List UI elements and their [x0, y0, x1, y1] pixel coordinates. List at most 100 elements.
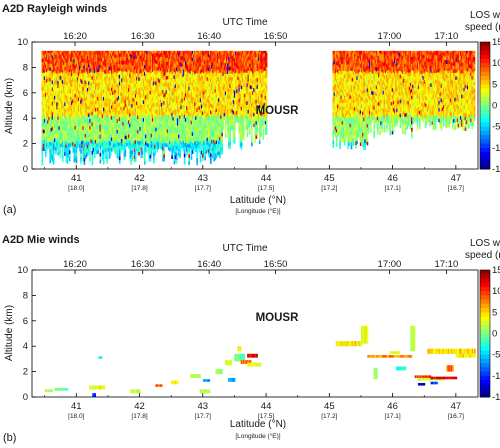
- rayleigh-cell: [199, 105, 202, 110]
- rayleigh-cell: [158, 143, 161, 148]
- rayleigh-cell: [117, 95, 120, 100]
- rayleigh-cell: [102, 82, 105, 87]
- rayleigh-cell: [176, 128, 179, 133]
- rayleigh-cell: [165, 129, 168, 133]
- rayleigh-cell: [221, 111, 224, 116]
- rayleigh-cell: [180, 87, 183, 92]
- rayleigh-cell: [52, 71, 55, 76]
- rayleigh-cell: [122, 107, 124, 112]
- rayleigh-cell: [115, 68, 118, 73]
- rayleigh-cell: [59, 122, 62, 126]
- rayleigh-cell: [228, 131, 230, 136]
- rayleigh-cell: [159, 106, 162, 111]
- rayleigh-cell: [48, 63, 50, 68]
- rayleigh-cell: [65, 55, 68, 60]
- rayleigh-cell: [167, 107, 170, 112]
- rayleigh-cell: [188, 76, 190, 80]
- rayleigh-cell: [131, 61, 134, 66]
- rayleigh-cell: [153, 116, 155, 121]
- rayleigh-cell: [164, 114, 167, 119]
- rayleigh-cell: [133, 155, 136, 160]
- rayleigh-cell: [43, 129, 46, 134]
- rayleigh-cell: [65, 140, 68, 145]
- rayleigh-cell: [204, 92, 206, 97]
- rayleigh-cell: [104, 108, 106, 113]
- rayleigh-cell: [73, 50, 75, 53]
- rayleigh-cell: [92, 94, 95, 99]
- rayleigh-cell: [118, 74, 121, 79]
- rayleigh-cell: [194, 70, 196, 75]
- rayleigh-cell: [143, 75, 146, 80]
- rayleigh-cell: [143, 61, 146, 66]
- rayleigh-cell: [61, 119, 64, 123]
- rayleigh-cell: [112, 119, 114, 124]
- rayleigh-cell: [219, 118, 221, 123]
- rayleigh-cell: [205, 53, 208, 58]
- rayleigh-cell: [194, 56, 196, 60]
- rayleigh-cell: [84, 119, 87, 124]
- rayleigh-cell: [131, 86, 134, 90]
- rayleigh-cell: [96, 111, 98, 116]
- rayleigh-cell: [114, 118, 116, 122]
- rayleigh-cell: [207, 74, 210, 79]
- rayleigh-cell: [113, 147, 115, 152]
- rayleigh-cell: [224, 126, 227, 131]
- rayleigh-cell: [101, 53, 104, 58]
- rayleigh-cell: [191, 82, 194, 87]
- rayleigh-cell: [63, 71, 65, 76]
- rayleigh-cell: [210, 64, 212, 68]
- rayleigh-cell: [134, 108, 137, 112]
- rayleigh-cell: [82, 90, 85, 95]
- rayleigh-cell: [115, 139, 118, 144]
- rayleigh-cell: [175, 85, 178, 89]
- rayleigh-cell: [42, 65, 45, 70]
- rayleigh-cell: [142, 121, 145, 126]
- rayleigh-cell: [199, 126, 202, 131]
- rayleigh-cell: [157, 145, 160, 150]
- rayleigh-cell: [207, 95, 210, 100]
- rayleigh-cell: [71, 69, 73, 73]
- rayleigh-cell: [83, 72, 86, 77]
- rayleigh-cell: [75, 124, 78, 128]
- rayleigh-cell: [207, 78, 210, 82]
- rayleigh-cell: [73, 158, 75, 163]
- rayleigh-cell: [136, 140, 138, 145]
- rayleigh-cell: [151, 50, 154, 55]
- rayleigh-cell: [116, 97, 119, 102]
- rayleigh-cell: [102, 107, 105, 112]
- rayleigh-cell: [59, 132, 62, 137]
- rayleigh-cell: [159, 141, 162, 146]
- rayleigh-cell: [131, 121, 134, 126]
- rayleigh-cell: [65, 155, 68, 159]
- rayleigh-cell: [174, 116, 177, 120]
- rayleigh-cell: [184, 100, 187, 104]
- rayleigh-cell: [120, 124, 122, 128]
- rayleigh-cell: [142, 114, 145, 119]
- rayleigh-cell: [194, 144, 196, 149]
- rayleigh-cell: [198, 113, 201, 118]
- rayleigh-cell: [41, 161, 44, 166]
- rayleigh-cell: [207, 56, 210, 61]
- rayleigh-cell: [118, 53, 121, 58]
- rayleigh-cell: [192, 86, 195, 91]
- rayleigh-cell: [200, 115, 203, 119]
- rayleigh-cell: [96, 150, 98, 155]
- rayleigh-cell: [92, 133, 95, 138]
- rayleigh-cell: [105, 123, 107, 128]
- rayleigh-cell: [138, 112, 140, 117]
- rayleigh-cell: [212, 58, 214, 63]
- rayleigh-cell: [219, 58, 221, 63]
- rayleigh-cell: [210, 160, 212, 164]
- rayleigh-cell: [221, 54, 224, 59]
- rayleigh-cell: [232, 110, 235, 115]
- rayleigh-cell: [157, 77, 160, 82]
- rayleigh-cell: [146, 117, 148, 122]
- rayleigh-cell: [112, 52, 114, 56]
- rayleigh-cell: [189, 77, 192, 82]
- rayleigh-cell: [95, 121, 97, 126]
- rayleigh-cell: [172, 91, 175, 96]
- rayleigh-cell: [129, 116, 131, 121]
- rayleigh-cell: [149, 101, 152, 106]
- rayleigh-cell: [161, 138, 163, 143]
- rayleigh-cell: [151, 68, 154, 72]
